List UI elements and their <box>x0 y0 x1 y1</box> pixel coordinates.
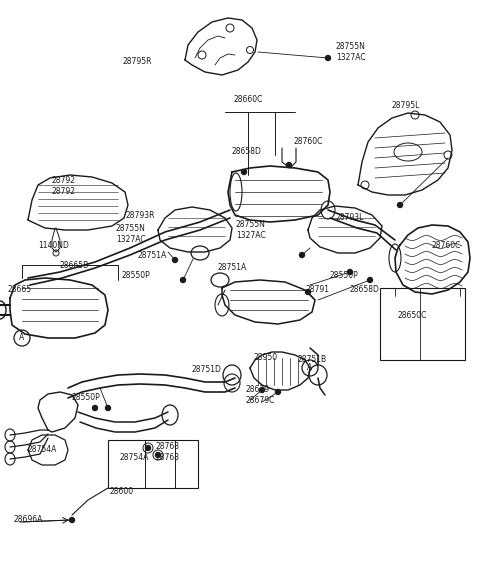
Text: 28792
28792: 28792 28792 <box>52 176 76 195</box>
Text: 28550P: 28550P <box>72 393 101 403</box>
Text: 28755N
1327AC: 28755N 1327AC <box>336 42 366 62</box>
Circle shape <box>260 387 264 393</box>
Text: A: A <box>307 363 312 373</box>
Circle shape <box>156 453 160 457</box>
Circle shape <box>348 269 352 275</box>
Text: 28795L: 28795L <box>392 102 420 110</box>
Circle shape <box>241 170 247 174</box>
Text: 28550P: 28550P <box>330 272 359 281</box>
Text: 28760C: 28760C <box>294 137 324 147</box>
Text: 28751B: 28751B <box>298 356 327 365</box>
Bar <box>380 288 465 360</box>
Circle shape <box>172 258 178 262</box>
Text: 28650C: 28650C <box>398 312 427 321</box>
Bar <box>108 440 198 488</box>
Text: 28550P: 28550P <box>122 272 151 281</box>
Text: 28768
28768: 28768 28768 <box>156 442 180 462</box>
Circle shape <box>325 56 331 60</box>
Text: 28665B: 28665B <box>60 261 89 269</box>
Circle shape <box>145 446 151 450</box>
Text: 28754A: 28754A <box>28 446 58 454</box>
Text: 28760C: 28760C <box>432 241 461 251</box>
Text: 28755N
1327AC: 28755N 1327AC <box>236 220 266 239</box>
Text: A: A <box>19 333 24 342</box>
Circle shape <box>106 406 110 410</box>
Text: 28665: 28665 <box>8 285 32 295</box>
Circle shape <box>305 289 311 295</box>
Text: 28600: 28600 <box>110 487 134 497</box>
Text: 28950: 28950 <box>254 353 278 363</box>
Text: 28793L: 28793L <box>336 214 364 222</box>
Circle shape <box>93 406 97 410</box>
Text: 28751A: 28751A <box>138 251 167 261</box>
Text: 28660C: 28660C <box>233 96 263 104</box>
Circle shape <box>70 518 74 522</box>
Text: 28795R: 28795R <box>122 58 152 66</box>
Circle shape <box>368 278 372 282</box>
Circle shape <box>180 278 185 282</box>
Text: 28793R: 28793R <box>126 211 156 221</box>
Text: 28791: 28791 <box>306 285 330 295</box>
Text: 28751A: 28751A <box>218 264 247 272</box>
Circle shape <box>397 203 403 207</box>
Text: 28658D: 28658D <box>350 285 380 295</box>
Text: 28658D: 28658D <box>232 147 262 157</box>
Text: 28755N
1327AC: 28755N 1327AC <box>116 224 146 244</box>
Circle shape <box>287 163 291 167</box>
Text: 28754A: 28754A <box>120 454 149 463</box>
Circle shape <box>276 390 280 394</box>
Text: 28751D: 28751D <box>192 366 222 375</box>
Text: 1140ND: 1140ND <box>38 241 69 251</box>
Text: 28679
28679C: 28679 28679C <box>246 385 276 404</box>
Text: 28696A: 28696A <box>14 515 43 525</box>
Circle shape <box>300 252 304 258</box>
